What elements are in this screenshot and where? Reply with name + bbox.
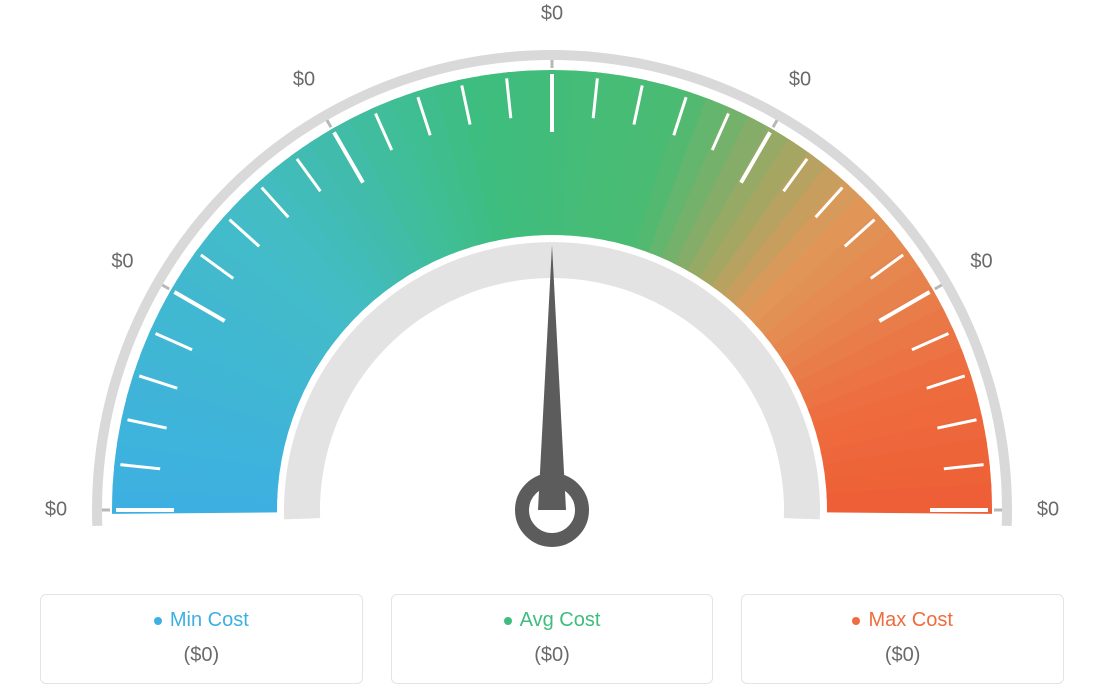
legend-text-max: Max Cost bbox=[868, 609, 952, 632]
gauge-svg bbox=[22, 0, 1082, 560]
chart-container: $0 $0 $0 $0 $0 $0 $0 Min Cost ($0) Avg Cost ($… bbox=[0, 0, 1104, 690]
legend-label-max: Max Cost bbox=[852, 609, 952, 632]
legend-row: Min Cost ($0) Avg Cost ($0) Max Cost ($0… bbox=[0, 594, 1104, 684]
legend-value-min: ($0) bbox=[53, 644, 350, 667]
legend-value-max: ($0) bbox=[754, 644, 1051, 667]
legend-label-avg: Avg Cost bbox=[504, 609, 601, 632]
tick-label: $0 bbox=[45, 499, 67, 522]
legend-text-min: Min Cost bbox=[170, 609, 249, 632]
legend-dot-avg bbox=[504, 617, 512, 625]
legend-text-avg: Avg Cost bbox=[520, 609, 601, 632]
tick-label: $0 bbox=[541, 3, 563, 26]
legend-dot-min bbox=[154, 617, 162, 625]
legend-card-avg: Avg Cost ($0) bbox=[391, 594, 714, 684]
legend-value-avg: ($0) bbox=[404, 644, 701, 667]
legend-dot-max bbox=[852, 617, 860, 625]
legend-label-min: Min Cost bbox=[154, 609, 249, 632]
tick-label: $0 bbox=[293, 69, 315, 92]
legend-card-min: Min Cost ($0) bbox=[40, 594, 363, 684]
tick-label: $0 bbox=[1037, 499, 1059, 522]
gauge: $0 $0 $0 $0 $0 $0 $0 bbox=[22, 0, 1082, 560]
tick-label: $0 bbox=[970, 251, 992, 274]
tick-label: $0 bbox=[111, 251, 133, 274]
tick-label: $0 bbox=[789, 69, 811, 92]
legend-card-max: Max Cost ($0) bbox=[741, 594, 1064, 684]
